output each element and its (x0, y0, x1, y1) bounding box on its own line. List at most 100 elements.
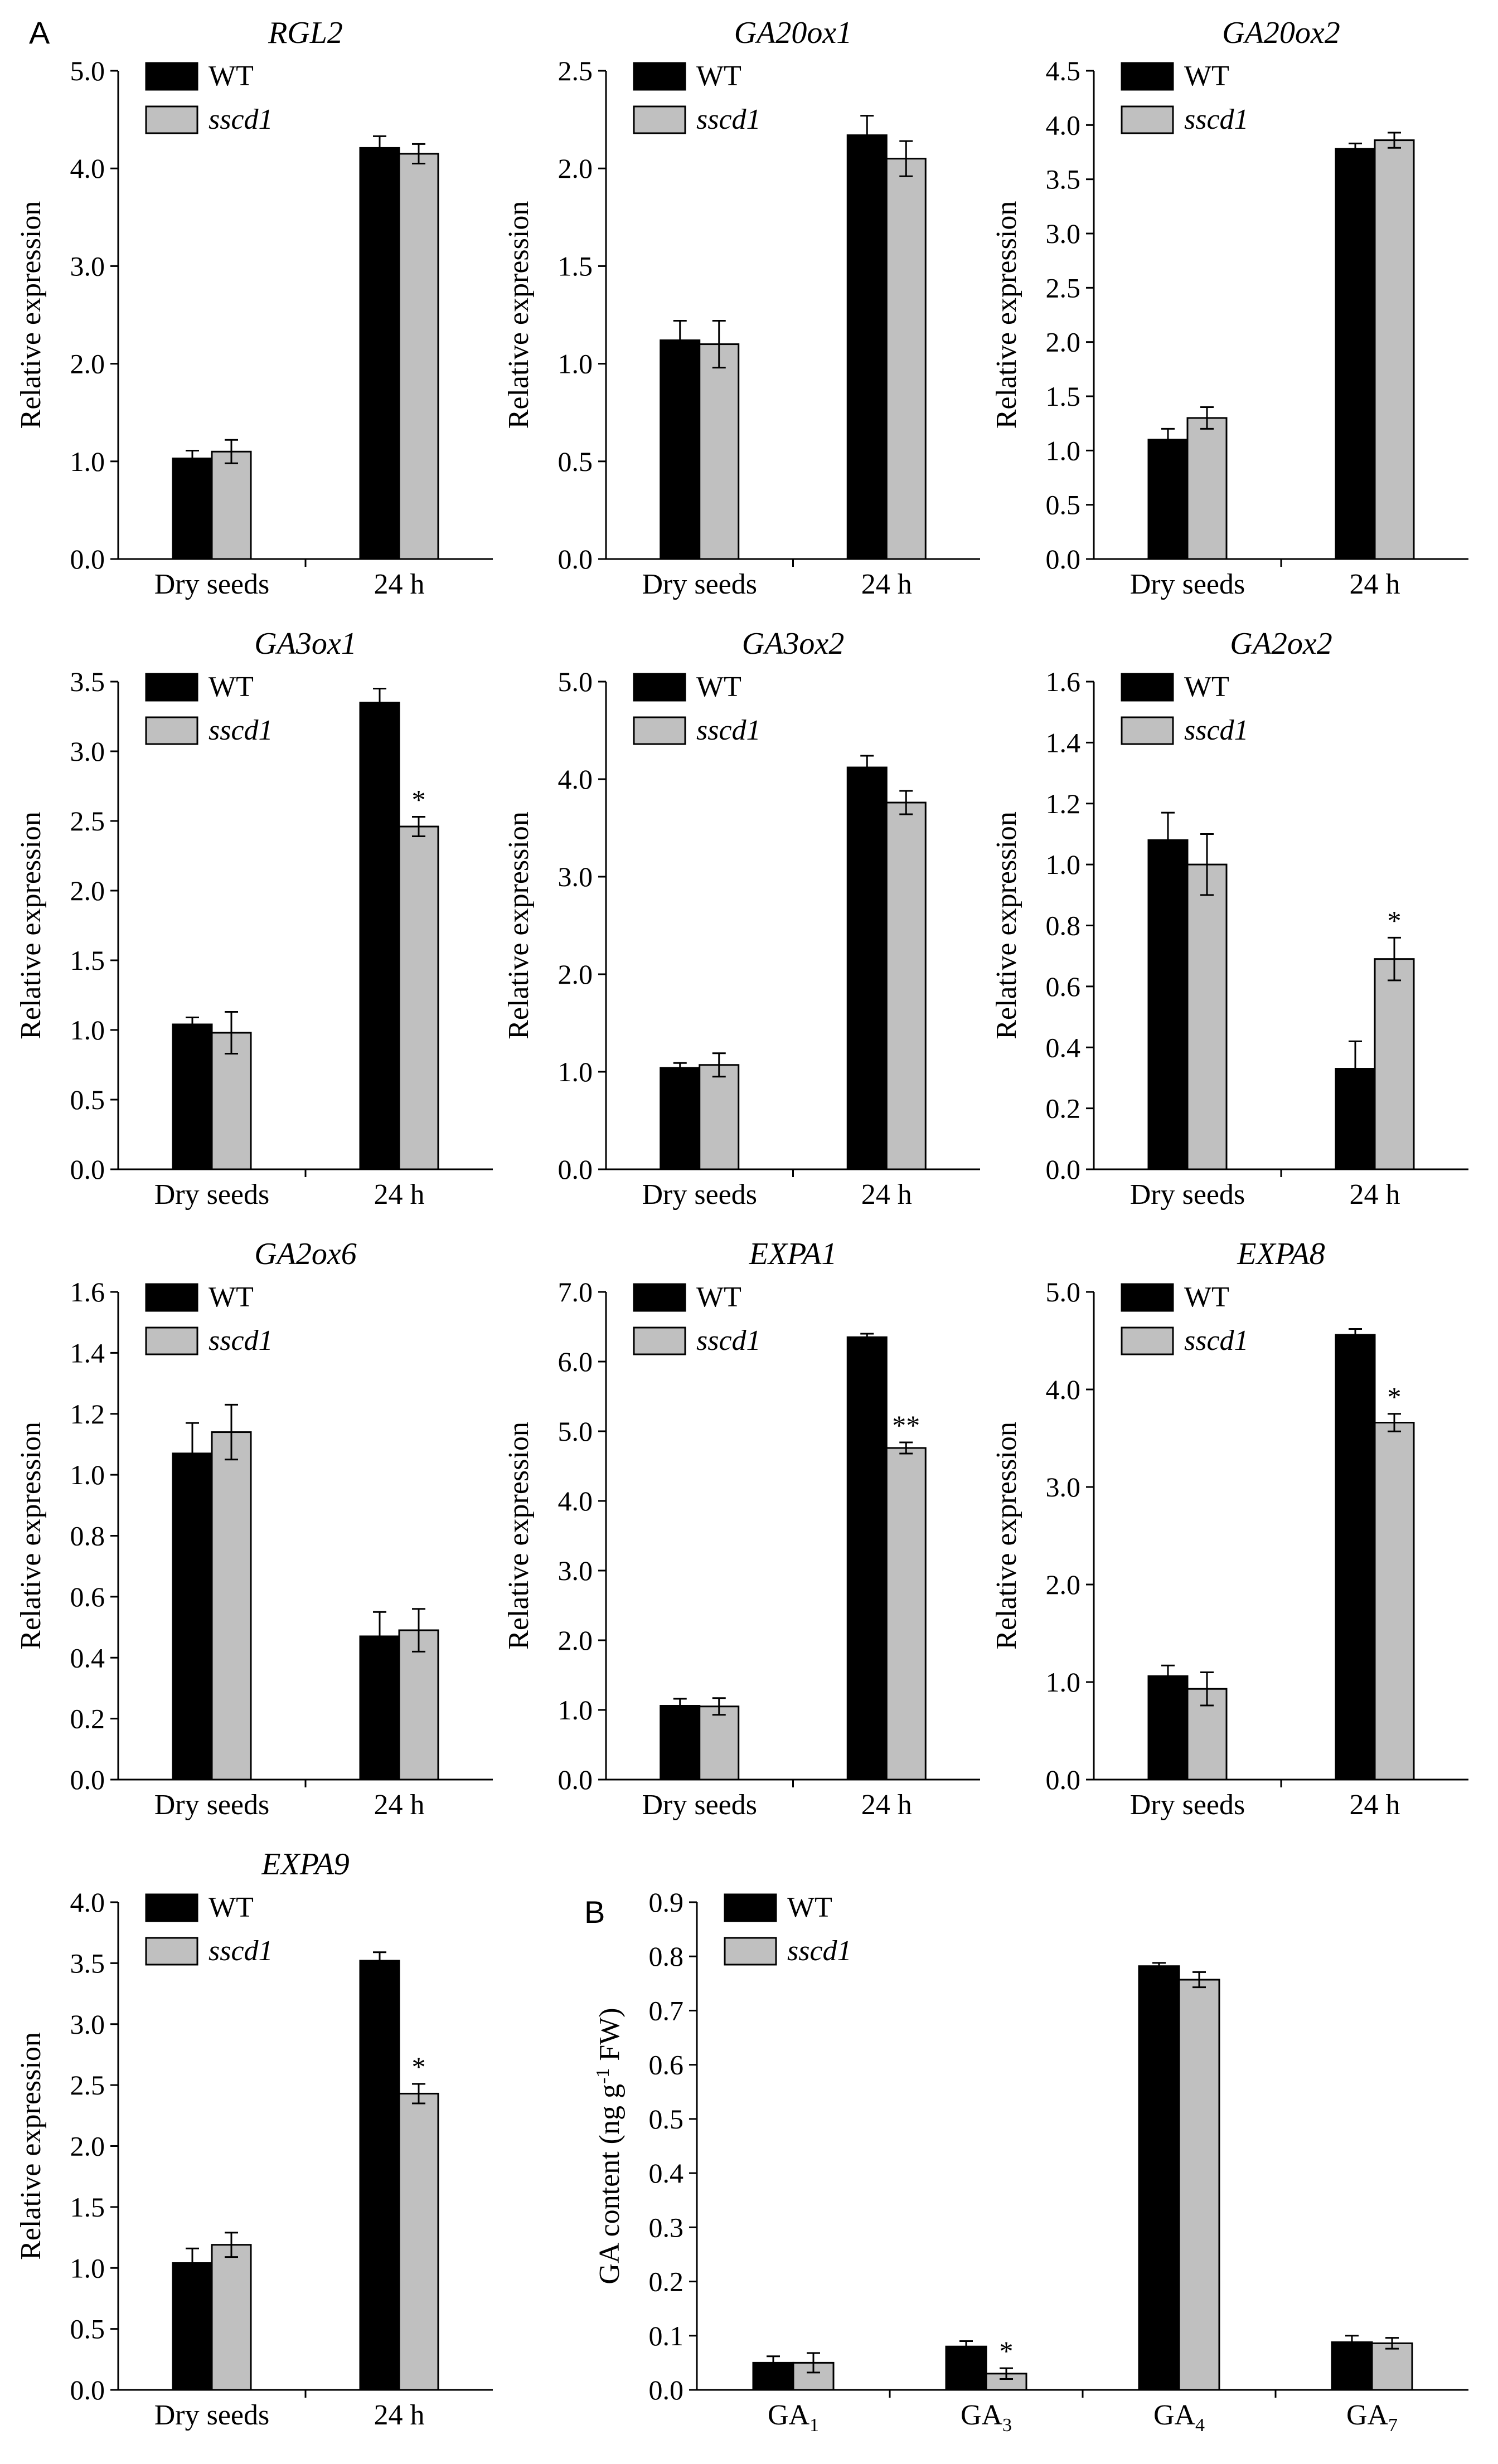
legend-label-sscd1: sscd1 (696, 715, 761, 746)
y-axis-label: Relative expression (15, 2032, 47, 2260)
legend-swatch-sscd1 (145, 105, 198, 134)
legend-label-sscd1: sscd1 (209, 1325, 273, 1357)
y-tick-label: 3.0 (70, 250, 105, 281)
y-tick-label: 2.0 (558, 1625, 593, 1656)
y-tick-label: 4.0 (558, 764, 593, 795)
bar-wt (660, 1705, 701, 1781)
x-category-label-subscript: 7 (1388, 2415, 1398, 2436)
y-tick-label: 0.6 (1046, 971, 1081, 1002)
legend-swatch-wt (633, 1283, 686, 1312)
legend-label-wt: WT (1184, 671, 1229, 703)
bar-wt (846, 134, 888, 560)
legend-label-sscd1: sscd1 (209, 104, 273, 135)
significance-marker: * (1388, 905, 1402, 936)
legend-label-wt: WT (787, 1892, 832, 1923)
y-axis-label: Relative expression (503, 201, 535, 429)
bar-sscd1 (398, 1629, 439, 1781)
x-category-label: 24 h (861, 1789, 912, 1821)
y-tick-label: 1.0 (1046, 1666, 1081, 1698)
legend-swatch-sscd1 (145, 1937, 198, 1966)
chart-expa9: 0.0 0.5 1.0 1.5 2.0 2.5 3.0 3.5 4.0 Relative expr… (15, 1847, 493, 2431)
x-category-label: Dry seeds (154, 1179, 270, 1211)
y-tick-label: 6.0 (558, 1346, 593, 1377)
y-tick-label: 1.0 (1046, 849, 1081, 880)
legend-label-sscd1: sscd1 (696, 1325, 761, 1357)
legend-label-sscd1: sscd1 (696, 104, 761, 135)
bar-sscd1 (211, 1431, 252, 1781)
legend-swatch-sscd1 (145, 1326, 198, 1355)
y-tick-label: 3.0 (70, 2009, 105, 2040)
y-tick-label: 0.8 (1046, 910, 1081, 941)
y-tick-label: 3.0 (558, 861, 593, 892)
y-tick-label: 0.4 (1046, 1032, 1081, 1063)
y-axis-label: Relative expression (991, 1422, 1022, 1650)
bar-sscd1 (699, 343, 740, 560)
bar-wt (359, 702, 400, 1170)
y-tick-label: 1.0 (70, 1459, 105, 1490)
bar-wt (846, 766, 888, 1170)
bar-sscd1 (211, 450, 252, 560)
legend-label-wt: WT (1184, 60, 1229, 92)
chart-expa8: 0.0 1.0 2.0 3.0 4.0 5.0 Relative expression EXP… (991, 1237, 1468, 1821)
bar-wt (1147, 839, 1189, 1170)
y-tick-label: 0.5 (70, 1084, 105, 1115)
bar-wt (1335, 148, 1376, 560)
y-tick-label: 1.0 (558, 1056, 593, 1087)
y-tick-label: 0.2 (1046, 1093, 1081, 1124)
significance-marker: * (412, 2051, 426, 2082)
x-category-label: Dry seeds (154, 568, 270, 600)
y-tick-label: 2.5 (70, 2069, 105, 2101)
significance-marker: ** (892, 1410, 920, 1441)
y-tick-label: 1.0 (1046, 435, 1081, 466)
y-tick-label: 0.0 (1046, 1764, 1081, 1795)
y-tick-label: 0.9 (649, 1887, 684, 1918)
legend-label-wt: WT (696, 671, 741, 703)
x-category-label-part: GA (1346, 2399, 1389, 2431)
bar-wt (1335, 1334, 1376, 1781)
legend-swatch-wt (633, 62, 686, 91)
significance-marker: * (1000, 2335, 1014, 2366)
bar-wt (359, 147, 400, 560)
x-category-label: GA4 (1153, 2399, 1205, 2436)
chart-title: RGL2 (268, 16, 343, 50)
bar-sscd1 (885, 158, 927, 560)
y-tick-label: 0.0 (1046, 1154, 1081, 1185)
y-axis-label: Relative expression (15, 1422, 47, 1650)
y-tick-label: 1.0 (70, 446, 105, 477)
y-tick-label: 0.0 (558, 543, 593, 575)
y-axis-label: Relative expression (991, 811, 1022, 1039)
legend-swatch-wt (724, 1893, 777, 1922)
chart-rgl2: 0.0 1.0 2.0 3.0 4.0 5.0 Relative expression RGL… (15, 16, 493, 600)
x-category-label-subscript: 4 (1195, 2415, 1205, 2436)
legend-swatch-wt (1121, 673, 1174, 702)
bar-wt (172, 2262, 213, 2391)
y-tick-label: 0.0 (70, 1154, 105, 1185)
chart-title: GA2ox2 (1230, 626, 1332, 661)
legend-swatch-sscd1 (633, 716, 686, 745)
legend-swatch-sscd1 (1121, 716, 1174, 745)
y-tick-label: 0.8 (649, 1941, 684, 1972)
legend-swatch-sscd1 (724, 1937, 777, 1966)
y-tick-label: 4.0 (70, 153, 105, 184)
x-category-label: 24 h (374, 568, 425, 600)
y-tick-label: 0.0 (70, 2374, 105, 2405)
y-tick-label: 2.0 (1046, 327, 1081, 358)
y-tick-label: 1.0 (558, 1694, 593, 1726)
legend-label-wt: WT (696, 60, 741, 92)
y-tick-label: 0.0 (70, 1764, 105, 1795)
y-tick-label: 1.0 (70, 1014, 105, 1046)
legend-label-sscd1: sscd1 (209, 1935, 273, 1967)
chart-title: GA3ox1 (254, 626, 357, 661)
y-tick-label: 1.6 (1046, 666, 1081, 697)
y-tick-label: 0.0 (558, 1154, 593, 1185)
y-tick-label: 0.3 (649, 2212, 684, 2243)
chart-ga20ox1: 0.0 0.5 1.0 1.5 2.0 2.5 Relative expression GA2… (503, 16, 980, 600)
bar-wt (660, 339, 701, 560)
x-category-label-part: GA (961, 2399, 1003, 2431)
x-category-label: GA3 (961, 2399, 1012, 2436)
legend-label-wt: WT (209, 671, 254, 703)
y-tick-label: 1.6 (70, 1276, 105, 1308)
x-category-label-subscript: 3 (1002, 2415, 1012, 2436)
y-tick-label: 0.0 (1046, 543, 1081, 575)
x-category-label: Dry seeds (1130, 1789, 1245, 1821)
